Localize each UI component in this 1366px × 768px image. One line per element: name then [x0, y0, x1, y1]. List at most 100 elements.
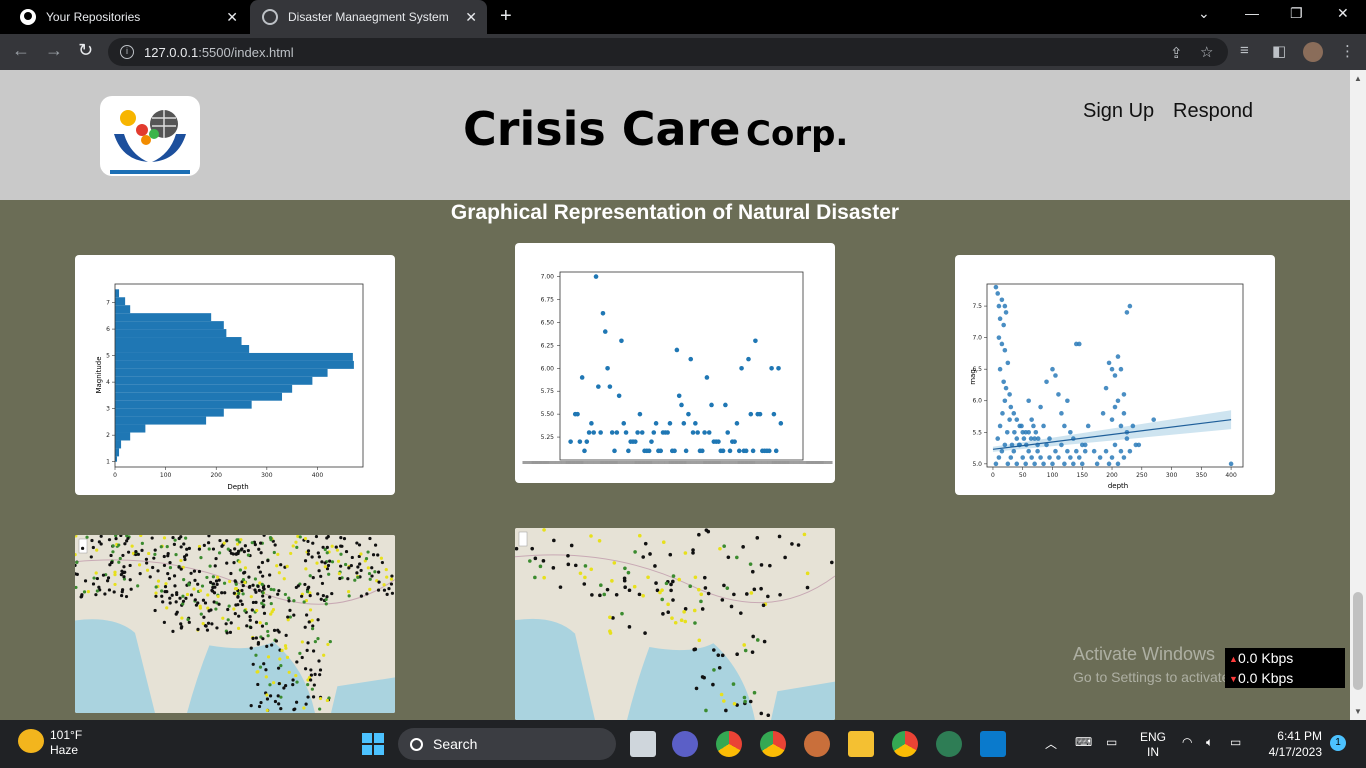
start-button[interactable]	[362, 733, 384, 755]
earthquake-marker	[156, 569, 160, 573]
battery-icon[interactable]: ▭	[1230, 735, 1242, 749]
weather-haze-icon[interactable]	[18, 729, 44, 753]
vscode-icon[interactable]	[980, 731, 1006, 757]
scrollbar-thumb[interactable]	[1353, 592, 1363, 690]
earthquake-marker	[766, 713, 771, 718]
earthquake-marker	[261, 586, 266, 590]
earthquake-map-sparse[interactable]	[515, 528, 835, 720]
tab-your-repositories[interactable]: Your Repositories ✕	[8, 0, 248, 34]
language-indicator[interactable]: ENG IN	[1140, 730, 1166, 760]
bookmark-star-icon[interactable]: ☆	[1200, 44, 1214, 61]
scatter-point	[778, 421, 784, 426]
scatter-point	[683, 448, 689, 454]
earthquake-marker	[358, 562, 362, 566]
share-icon[interactable]: ⇪	[1170, 45, 1183, 62]
earthquake-marker	[693, 647, 698, 652]
info-icon[interactable]: i	[120, 45, 134, 59]
address-bar[interactable]: i 127.0.0.1:5500/index.html ⇪ ☆	[108, 38, 1228, 66]
taskbar-search[interactable]: Search	[398, 728, 616, 760]
scatter-point	[736, 448, 742, 454]
earthquake-marker	[327, 696, 331, 700]
keyboard-icon[interactable]: ⌨	[1075, 735, 1093, 749]
earthquake-map-dense[interactable]	[75, 535, 395, 713]
earthquake-marker	[209, 608, 213, 612]
profile-avatar[interactable]	[1303, 42, 1323, 62]
scatter-point	[720, 448, 726, 454]
scroll-down-icon[interactable]: ▼	[1354, 707, 1362, 716]
earthquake-marker	[755, 536, 760, 540]
earthquake-marker	[307, 676, 312, 680]
notification-badge[interactable]: 1	[1330, 735, 1346, 751]
scatter-point	[1029, 455, 1034, 460]
scatter-point	[693, 421, 698, 426]
reading-list-icon[interactable]: ≡	[1240, 42, 1249, 59]
earthquake-marker	[368, 536, 372, 541]
earthquake-marker	[303, 559, 308, 563]
display-icon[interactable]: ▭	[1106, 735, 1118, 749]
earthquake-marker	[210, 622, 214, 626]
nav-sign-up[interactable]: Sign Up	[1083, 100, 1155, 122]
earthquake-marker	[339, 536, 343, 540]
url-path: :5500/index.html	[198, 44, 294, 60]
volume-icon[interactable]: 🔈︎	[1206, 735, 1214, 749]
tab-search-icon[interactable]: ⌄	[1198, 5, 1210, 21]
close-icon[interactable]: ✕	[226, 9, 238, 25]
reload-icon[interactable]: ↻	[78, 40, 94, 60]
menu-dots-icon[interactable]: ⋮	[1340, 43, 1355, 60]
earthquake-marker	[256, 682, 260, 687]
earthquake-marker	[265, 644, 269, 648]
tray-chevron-icon[interactable]: ︿	[1045, 737, 1058, 751]
chrome-profile-icon[interactable]	[804, 731, 830, 757]
teams-chat-icon[interactable]	[672, 731, 698, 757]
earthquake-marker	[258, 665, 263, 669]
scatter-point	[1041, 423, 1046, 429]
weather-widget[interactable]: 101°F Haze	[50, 728, 82, 758]
earthquake-marker	[178, 596, 182, 600]
logo[interactable]	[100, 96, 200, 176]
scatter-point	[623, 430, 629, 435]
search-icon	[410, 737, 423, 751]
earthquake-marker	[325, 536, 329, 540]
side-panel-icon[interactable]: ◧	[1272, 43, 1287, 60]
earthquake-marker	[175, 591, 179, 595]
page-scrollbar[interactable]	[1350, 70, 1366, 720]
chrome-icon[interactable]	[760, 731, 786, 757]
file-explorer-icon[interactable]	[848, 731, 874, 757]
scatter-point	[1011, 448, 1017, 454]
close-icon[interactable]: ✕	[465, 9, 477, 25]
minimize-button[interactable]: —	[1245, 5, 1259, 21]
earthquake-marker	[312, 683, 316, 687]
scatter-point	[1002, 303, 1008, 309]
earthquake-marker	[590, 593, 594, 597]
earthquake-marker	[273, 699, 278, 704]
task-view-icon[interactable]	[630, 731, 656, 757]
forward-icon[interactable]: →	[45, 40, 63, 60]
close-window-button[interactable]: ✕	[1337, 5, 1349, 21]
earthquake-marker	[97, 540, 101, 544]
earthquake-marker	[346, 577, 350, 581]
wifi-icon[interactable]: ◠	[1182, 735, 1193, 749]
earthquake-marker	[234, 587, 238, 591]
earthquake-marker	[725, 586, 730, 590]
chrome-icon[interactable]	[716, 731, 742, 757]
x-tick-label: 300	[261, 472, 273, 479]
clock[interactable]: 6:41 PM 4/17/2023	[1262, 728, 1322, 760]
nav-respond[interactable]: Respond	[1173, 100, 1254, 122]
maximize-button[interactable]: ❐	[1290, 5, 1303, 21]
back-icon[interactable]: ←	[12, 40, 30, 60]
scatter-card: 5.25 5.50 5.75 6.00 6.25 6.50 6.75 7.00	[515, 243, 835, 483]
earthquake-marker	[199, 612, 203, 616]
earthquake-marker	[671, 598, 675, 602]
earthquake-marker	[349, 563, 353, 568]
scatter-point	[1151, 417, 1156, 422]
earthquake-marker	[255, 608, 259, 613]
earthquake-marker	[105, 579, 110, 583]
tab-disaster-management[interactable]: Disaster Manaegment System ✕	[250, 0, 487, 34]
earthquake-marker	[324, 602, 328, 606]
earthquake-marker	[262, 611, 267, 615]
app-icon[interactable]	[936, 731, 962, 757]
new-tab-button[interactable]: +	[500, 5, 512, 27]
chrome-icon[interactable]	[892, 731, 918, 757]
scroll-up-icon[interactable]: ▲	[1354, 74, 1362, 83]
earthquake-marker	[163, 590, 167, 594]
